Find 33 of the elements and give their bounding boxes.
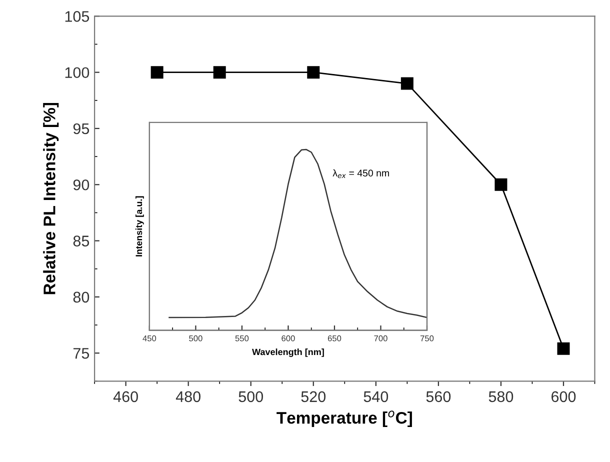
point bbox=[557, 342, 570, 355]
x-tick-label: 450 bbox=[142, 335, 156, 342]
point bbox=[400, 77, 414, 90]
y-tick-label: 75 bbox=[73, 348, 90, 359]
x-tick-label: 580 bbox=[488, 391, 514, 402]
x-tick-label: 700 bbox=[374, 335, 388, 342]
x-tick-label: 550 bbox=[235, 335, 249, 342]
y-tick-label: 85 bbox=[73, 236, 90, 246]
x-tick-label: 560 bbox=[426, 391, 451, 402]
point bbox=[213, 66, 226, 79]
point bbox=[494, 178, 508, 191]
x-tick-label: 500 bbox=[189, 335, 202, 342]
x-tick-label: 520 bbox=[301, 391, 326, 402]
x-tick-label: 480 bbox=[176, 391, 200, 402]
y-tick-label: 95 bbox=[73, 123, 90, 134]
point bbox=[150, 66, 164, 79]
x-tick-label: 600 bbox=[282, 335, 295, 342]
y-axis-title: Relative PL Intensity [%] bbox=[43, 102, 59, 294]
x-axis-title: Temperature [$^{o}$C] bbox=[276, 410, 412, 428]
point bbox=[307, 66, 320, 79]
x-tick-label: 500 bbox=[238, 391, 264, 402]
x-tick-label: 750 bbox=[420, 335, 434, 342]
x-tick-label: 460 bbox=[113, 391, 138, 402]
x-tick-label: 540 bbox=[364, 391, 388, 402]
y-tick-label: 80 bbox=[73, 292, 90, 303]
y-tick-label: 90 bbox=[73, 179, 90, 190]
annotation: λ$_{ex}$ = 450 nm bbox=[332, 169, 389, 178]
y-axis-title: Intensity [a.u.] bbox=[135, 196, 144, 256]
x-axis-title: Wavelength [nm] bbox=[252, 348, 324, 357]
y-tick-label: 100 bbox=[65, 67, 90, 78]
x-tick-label: 600 bbox=[552, 391, 576, 402]
x-tick-label: 650 bbox=[328, 335, 342, 342]
y-tick-label: 105 bbox=[65, 11, 90, 22]
